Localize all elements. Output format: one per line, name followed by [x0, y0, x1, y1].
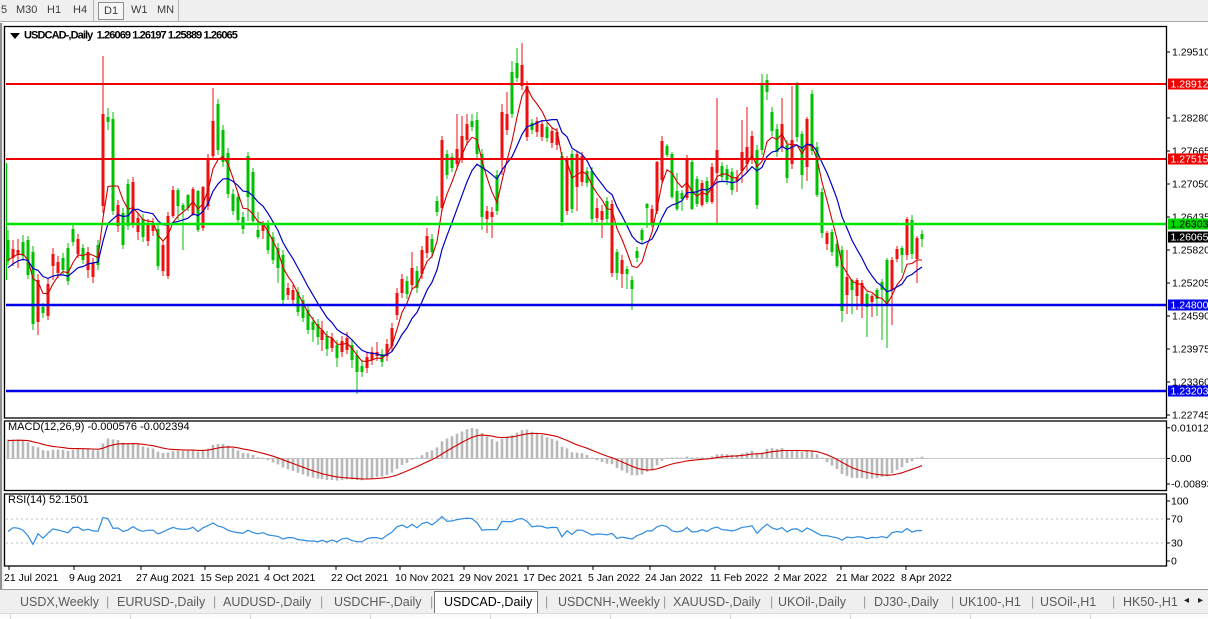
- svg-text:MACD(12,26,9) -0.000576 -0.002: MACD(12,26,9) -0.000576 -0.002394: [8, 421, 190, 433]
- svg-text:1.24590: 1.24590: [1172, 311, 1208, 323]
- svg-text:22 Oct 2021: 22 Oct 2021: [331, 572, 388, 584]
- svg-text:15 Sep 2021: 15 Sep 2021: [200, 572, 260, 584]
- svg-text:0.010127: 0.010127: [1171, 422, 1208, 434]
- svg-text:-0.008939: -0.008939: [1171, 479, 1208, 491]
- svg-text:1.25820: 1.25820: [1172, 245, 1208, 257]
- svg-text:11 Feb 2022: 11 Feb 2022: [710, 572, 768, 584]
- svg-text:USDCAD-,Daily 1.26069 1.26197: USDCAD-,Daily 1.26069 1.26197 1.25889 1.…: [24, 30, 238, 42]
- svg-text:9 Aug 2021: 9 Aug 2021: [69, 572, 122, 584]
- svg-text:2 Mar 2022: 2 Mar 2022: [774, 572, 827, 584]
- svg-text:1.29510: 1.29510: [1172, 47, 1208, 59]
- svg-text:21 Mar 2022: 21 Mar 2022: [836, 572, 895, 584]
- svg-text:100: 100: [1171, 496, 1189, 508]
- svg-text:0.00: 0.00: [1171, 453, 1192, 465]
- svg-text:1.27050: 1.27050: [1172, 179, 1208, 191]
- svg-text:1.28280: 1.28280: [1172, 113, 1208, 125]
- svg-text:10 Nov 2021: 10 Nov 2021: [395, 572, 455, 584]
- svg-text:0: 0: [1171, 556, 1177, 568]
- svg-text:RSI(14) 52.1501: RSI(14) 52.1501: [8, 494, 89, 506]
- svg-text:17 Dec 2021: 17 Dec 2021: [523, 572, 583, 584]
- svg-text:1.23975: 1.23975: [1172, 344, 1208, 356]
- svg-text:21 Jul 2021: 21 Jul 2021: [4, 572, 58, 584]
- svg-text:5 Jan 2022: 5 Jan 2022: [588, 572, 640, 584]
- svg-text:1.26303: 1.26303: [1171, 219, 1208, 231]
- svg-text:1.24800: 1.24800: [1171, 300, 1208, 312]
- svg-text:30: 30: [1171, 538, 1183, 550]
- svg-text:4 Oct 2021: 4 Oct 2021: [264, 572, 316, 584]
- svg-text:1.22745: 1.22745: [1172, 410, 1208, 422]
- svg-text:1.28912: 1.28912: [1171, 79, 1208, 91]
- svg-text:1.25205: 1.25205: [1172, 278, 1208, 290]
- svg-text:27 Aug 2021: 27 Aug 2021: [136, 572, 195, 584]
- svg-text:29 Nov 2021: 29 Nov 2021: [459, 572, 519, 584]
- svg-text:1.27515: 1.27515: [1171, 154, 1208, 166]
- svg-text:1.23203: 1.23203: [1171, 386, 1208, 398]
- svg-text:1.26065: 1.26065: [1171, 232, 1208, 244]
- svg-text:70: 70: [1171, 514, 1183, 526]
- svg-text:24 Jan 2022: 24 Jan 2022: [645, 572, 703, 584]
- svg-text:8 Apr 2022: 8 Apr 2022: [901, 572, 952, 584]
